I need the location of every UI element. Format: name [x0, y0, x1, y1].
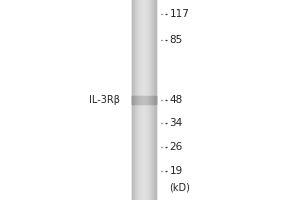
- Text: 19: 19: [169, 166, 183, 176]
- Text: 48: 48: [169, 95, 183, 105]
- Text: 117: 117: [169, 9, 189, 19]
- Text: (kD): (kD): [169, 182, 190, 192]
- Text: 26: 26: [169, 142, 183, 152]
- Text: 85: 85: [169, 35, 183, 45]
- Text: IL-3Rβ: IL-3Rβ: [89, 95, 120, 105]
- Text: 34: 34: [169, 118, 183, 128]
